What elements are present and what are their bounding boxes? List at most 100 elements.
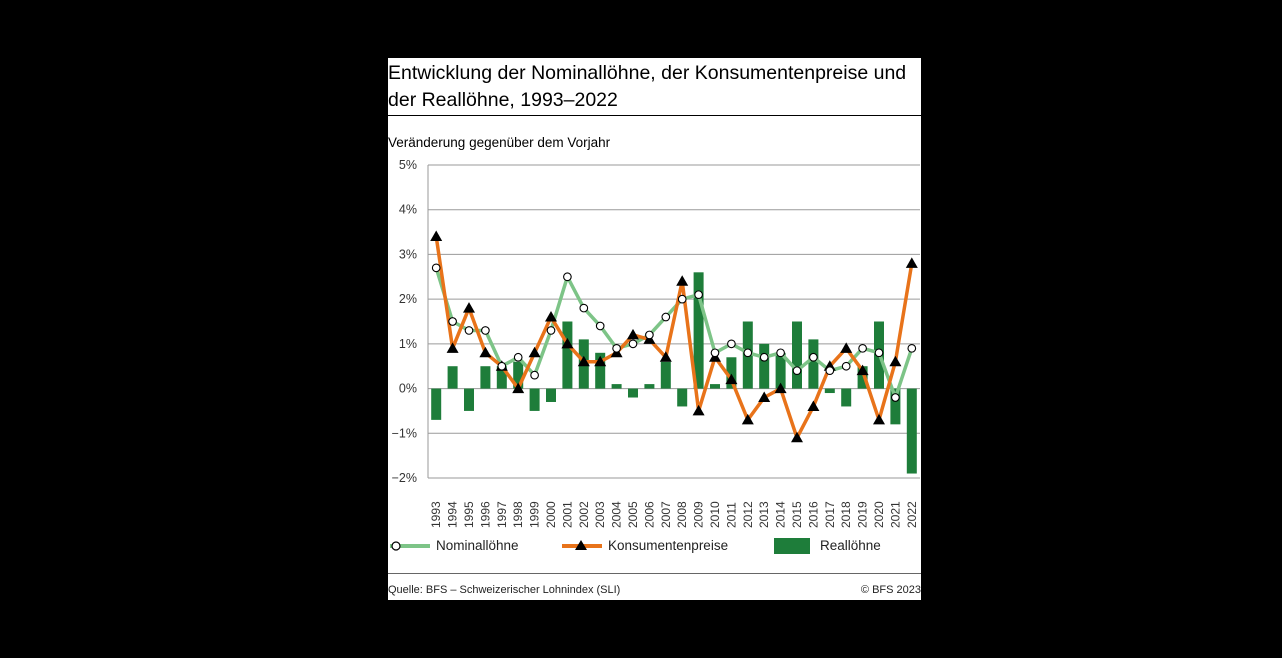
marker-nominalloehne: [891, 393, 900, 402]
bar-reallohne: [480, 366, 491, 389]
marker-nominalloehne: [464, 326, 474, 335]
bar-reallohne: [529, 388, 540, 411]
y-axis-label: Veränderung gegenüber dem Vorjahr: [388, 135, 611, 150]
marker-nominalloehne: [874, 348, 884, 358]
chart-title: Entwicklung der Nominallöhne, der Konsum…: [388, 62, 907, 111]
x-tick-label: 2012: [741, 501, 755, 528]
y-tick-label: 4%: [399, 203, 417, 217]
marker-nominalloehne: [530, 370, 539, 380]
bar-reallohne: [906, 388, 917, 474]
bar-reallohne: [841, 388, 852, 407]
bar-reallohne: [710, 384, 720, 389]
bar-reallohne: [431, 388, 442, 420]
marker-nominalloehne: [792, 366, 802, 376]
marker-konsumentenpreise: [528, 346, 541, 358]
x-tick-label: 2009: [692, 501, 706, 528]
marker-nominalloehne: [743, 348, 753, 358]
bar-reallohne: [726, 357, 737, 389]
bar-reallohne: [562, 321, 573, 389]
x-tick-label: 2005: [626, 501, 640, 528]
bar-reallohne: [857, 366, 868, 389]
marker-nominalloehne: [661, 312, 671, 322]
bar-reallohne: [792, 321, 802, 389]
bar-reallohne: [513, 361, 524, 389]
footer-divider: [388, 573, 921, 574]
marker-nominalloehne: [759, 352, 769, 362]
marker-nominalloehne: [858, 343, 867, 353]
marker-nominalloehne: [546, 326, 556, 335]
marker-nominalloehne: [431, 263, 441, 273]
marker-konsumentenpreise: [512, 382, 525, 394]
x-tick-label: 2015: [790, 501, 804, 528]
x-tick-label: 2019: [856, 501, 870, 528]
marker-konsumentenpreise: [905, 257, 918, 268]
line-layer: [434, 236, 914, 440]
bar-reallohne: [644, 384, 655, 389]
y-tick-label: 0%: [399, 382, 417, 396]
bar-reallohne: [611, 384, 622, 389]
marker-konsumentenpreise: [561, 337, 574, 349]
marker-konsumentenpreise: [479, 346, 492, 358]
marker-konsumentenpreise: [577, 355, 590, 367]
marker-konsumentenpreise: [840, 342, 853, 353]
x-tick-label: 2016: [806, 501, 820, 528]
bar-reallohne: [496, 366, 507, 389]
x-tick-label: 2013: [757, 501, 771, 528]
marker-konsumentenpreise: [758, 391, 771, 403]
x-tick-label: 2017: [823, 501, 837, 528]
x-tick-label: 1998: [511, 501, 525, 528]
marker-nominalloehne: [645, 330, 654, 340]
marker-konsumentenpreise: [725, 373, 738, 385]
marker-konsumentenpreise: [791, 431, 803, 443]
x-tick-label: 2007: [659, 501, 673, 528]
chart-card: Entwicklung der Nominallöhne, der Konsum…: [388, 58, 921, 600]
x-tick-label: 1995: [462, 501, 476, 528]
x-tick-label: 2011: [724, 502, 738, 528]
x-tick-label: 2018: [839, 501, 853, 528]
marker-nominalloehne: [513, 352, 523, 362]
legend: Nominallöhne Konsumentenpreise Reallöhne: [388, 536, 921, 556]
legend-nominal-label: Nominallöhne: [436, 538, 519, 553]
x-tick-label: 1997: [495, 501, 509, 528]
tick-label-layer: 5%4%3%2%1%0%−1%−2%1993 1994 1995 1996 1997 19…: [392, 158, 919, 528]
y-tick-label: 5%: [399, 158, 417, 172]
x-tick-label: 2002: [577, 501, 591, 528]
marker-konsumentenpreise: [659, 351, 672, 362]
legend-item-nominal: Nominallöhne: [388, 536, 519, 556]
marker-nominalloehne: [727, 339, 736, 349]
x-tick-label: 2003: [593, 501, 607, 528]
legend-nominal-symbol: [390, 541, 430, 551]
marker-nominalloehne: [497, 361, 507, 371]
marker-nominalloehne: [628, 339, 638, 349]
bar-reallohne: [660, 361, 671, 389]
marker-konsumentenpreise: [446, 342, 459, 353]
line-nominalloehne: [434, 267, 914, 400]
x-tick-label: 2006: [642, 501, 656, 528]
x-tick-label: 2001: [560, 501, 574, 528]
y-tick-label: 3%: [399, 247, 417, 261]
bar-layer: [431, 272, 917, 474]
marker-nominalloehne: [595, 321, 605, 331]
marker-nominalloehne: [579, 303, 589, 313]
marker-konsumentenpreise: [594, 355, 607, 367]
source-note: Quelle: BFS – Schweizerischer Lohnindex …: [388, 584, 621, 596]
chart-svg: 5%4%3%2%1%0%−1%−2%1993 1994 1995 1996 1997 19…: [392, 158, 920, 528]
marker-konsumentenpreise: [873, 413, 885, 425]
marker-nominalloehne: [776, 348, 785, 358]
bar-reallohne: [464, 388, 474, 411]
marker-nominalloehne: [710, 348, 720, 358]
marker-nominalloehne: [841, 361, 851, 371]
marker-konsumentenpreise: [692, 404, 705, 416]
marker-konsumentenpreise: [774, 382, 787, 394]
x-tick-label: 2020: [872, 501, 886, 528]
legend-item-real: Reallöhne: [774, 536, 881, 556]
marker-konsumentenpreise: [627, 328, 639, 340]
bar-reallohne: [546, 388, 556, 402]
bar-reallohne: [628, 388, 638, 398]
legend-real-label: Reallöhne: [820, 538, 881, 553]
x-tick-label: 2014: [774, 501, 788, 528]
marker-konsumentenpreise: [463, 302, 475, 313]
marker-nominalloehne: [677, 294, 687, 304]
marker-konsumentenpreise: [807, 400, 820, 411]
marker-konsumentenpreise: [676, 275, 689, 286]
